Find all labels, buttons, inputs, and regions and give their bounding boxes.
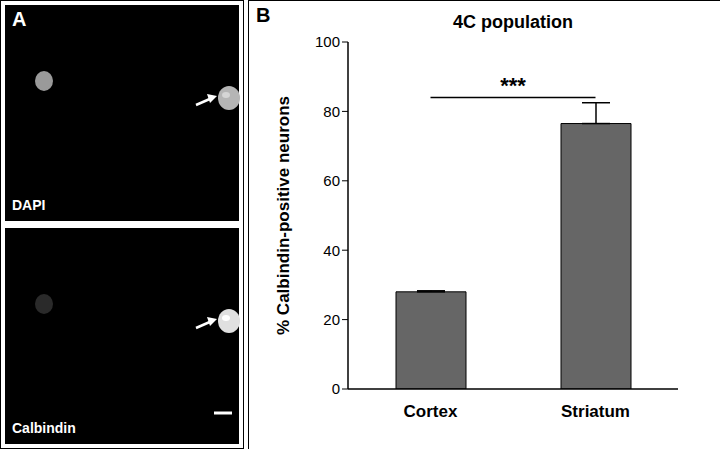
svg-text:60: 60	[323, 172, 340, 189]
svg-text:Calbindin: Calbindin	[12, 420, 76, 436]
html-text:4C population: 4C population	[453, 12, 573, 32]
svg-text:***: ***	[500, 73, 526, 98]
svg-text:80: 80	[323, 103, 340, 120]
html-text:B: B	[256, 4, 271, 26]
svg-text:DAPI: DAPI	[12, 197, 45, 213]
svg-text:100: 100	[315, 33, 340, 50]
svg-text:20: 20	[323, 311, 340, 328]
svg-text:0: 0	[332, 380, 340, 397]
svg-text:Striatum: Striatum	[561, 402, 630, 421]
svg-text:% Calbindin-positive neurons: % Calbindin-positive neurons	[274, 96, 293, 335]
svg-text:40: 40	[323, 242, 340, 259]
svg-text:A: A	[12, 8, 26, 30]
svg-text:Cortex: Cortex	[404, 402, 458, 421]
